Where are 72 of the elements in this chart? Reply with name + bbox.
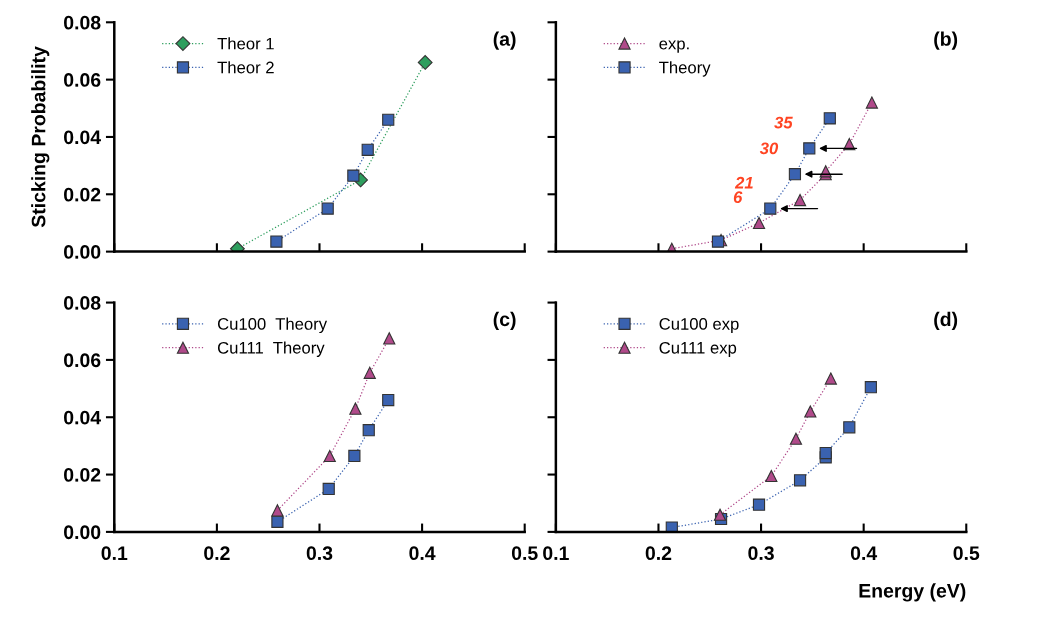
- point: [804, 405, 817, 418]
- annotation: (a): [493, 31, 516, 50]
- y-tick-label: 0.08: [64, 15, 101, 30]
- y-tick-label: 0.04: [64, 130, 101, 145]
- point: [765, 469, 778, 483]
- x-tick-label: 0.5: [953, 546, 980, 561]
- point: [788, 168, 802, 181]
- point: [793, 474, 807, 487]
- point: [824, 372, 837, 385]
- point: [819, 446, 832, 460]
- point: [348, 449, 361, 463]
- legend-label: exp.: [659, 40, 689, 53]
- x-axis-title: Energy (eV): [859, 583, 966, 602]
- point: [362, 424, 375, 437]
- legend-label: Theory: [659, 61, 711, 77]
- point: [823, 112, 836, 125]
- point: [382, 113, 395, 126]
- point: [349, 402, 362, 415]
- legend-label: Cu100 Theory: [217, 317, 328, 334]
- point: [793, 193, 807, 207]
- legend-label: Cu100 exp: [659, 318, 739, 334]
- point: [363, 366, 376, 379]
- y-tick-label: 0.02: [64, 187, 101, 202]
- annotation: 6: [733, 191, 743, 203]
- point: [665, 521, 678, 532]
- point: [323, 449, 336, 463]
- y-axis-title: Sticking Probability: [31, 46, 50, 228]
- x-tick-label: 0.2: [204, 546, 230, 561]
- x-tick-label: 0.3: [306, 546, 333, 561]
- point: [764, 202, 777, 215]
- point: [789, 432, 803, 445]
- legend-label: Theor 2: [217, 61, 274, 74]
- point: [803, 142, 816, 155]
- point: [843, 421, 856, 434]
- x-tick-label: 0.1: [543, 546, 569, 561]
- point: [322, 482, 335, 496]
- x-tick-label: 0.2: [645, 546, 672, 561]
- point: [865, 96, 878, 109]
- legend-label: Cu111 Theory: [217, 341, 325, 357]
- x-tick-label: 0.3: [748, 546, 774, 561]
- legend-label: Theor 1: [217, 37, 274, 50]
- point: [382, 393, 395, 407]
- annotation: 21: [734, 176, 753, 189]
- annotation: (c): [493, 311, 516, 330]
- y-tick-label: 0.00: [64, 525, 101, 540]
- annotation: 30: [759, 142, 779, 155]
- y-tick-label: 0.08: [64, 296, 101, 310]
- legend-label: Cu111 exp: [659, 341, 737, 357]
- y-tick-label: 0.02: [64, 468, 101, 482]
- annotation: 35: [774, 116, 793, 129]
- annotation: (d): [934, 311, 958, 330]
- x-tick-label: 0.4: [409, 546, 436, 561]
- y-tick-label: 0.00: [64, 245, 101, 259]
- y-tick-label: 0.04: [64, 410, 101, 425]
- point: [270, 235, 283, 248]
- point: [417, 54, 433, 70]
- point: [752, 498, 766, 511]
- point: [752, 216, 766, 230]
- point: [271, 515, 284, 528]
- x-tick-label: 0.1: [101, 546, 128, 561]
- y-tick-label: 0.06: [64, 353, 101, 368]
- point: [383, 332, 396, 345]
- point: [864, 381, 877, 394]
- y-tick-label: 0.06: [64, 73, 101, 87]
- point: [713, 508, 727, 521]
- point: [361, 143, 374, 156]
- x-tick-label: 0.4: [850, 546, 878, 561]
- point: [347, 169, 360, 182]
- annotation: (b): [934, 31, 958, 50]
- x-tick-label: 0.5: [511, 546, 538, 561]
- point: [271, 504, 284, 517]
- point: [321, 202, 334, 215]
